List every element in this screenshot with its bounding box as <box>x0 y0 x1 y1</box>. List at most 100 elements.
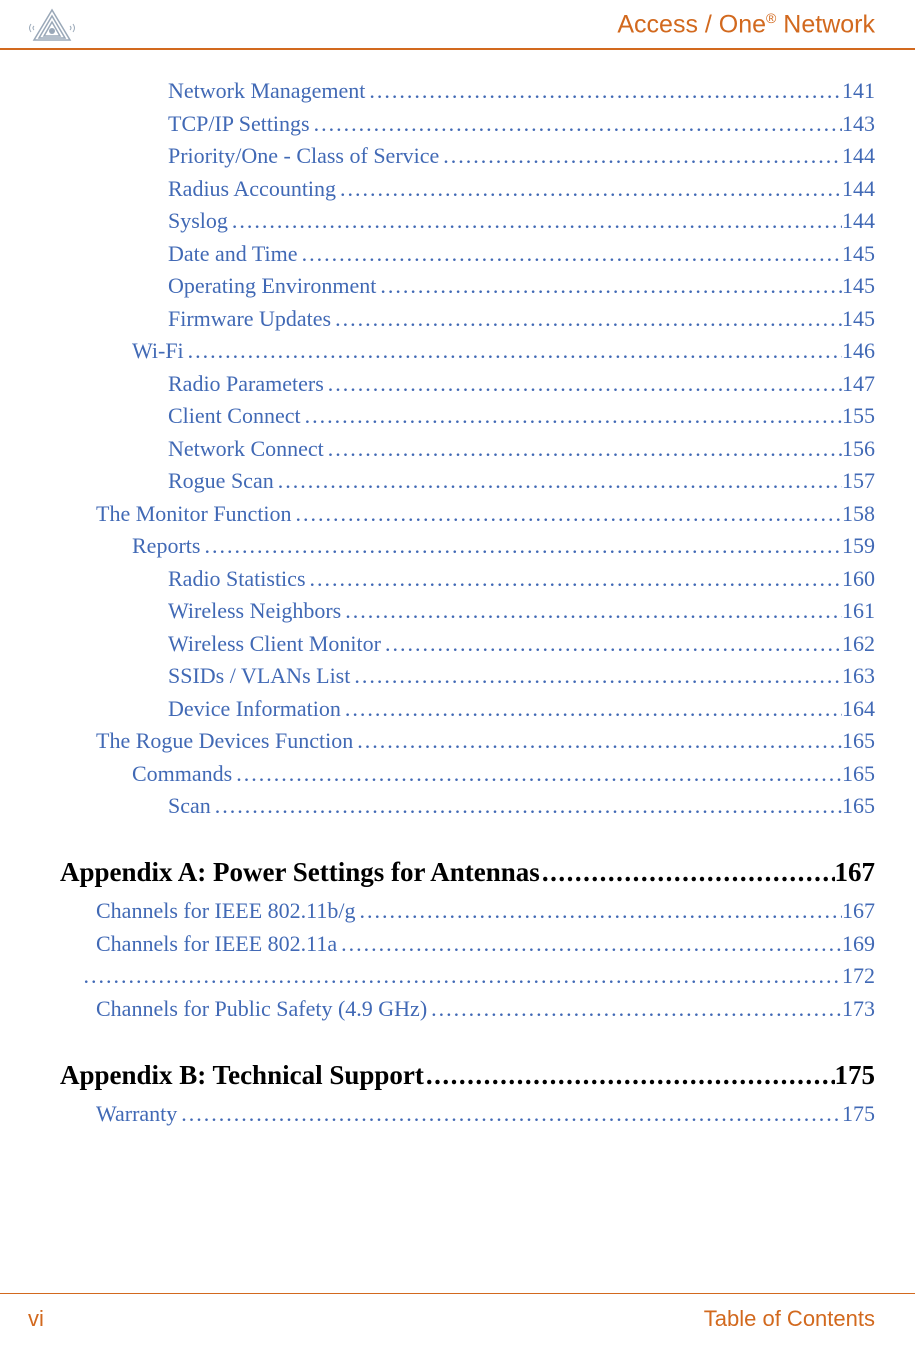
toc-entry[interactable]: Network Management 141 <box>60 78 875 104</box>
toc-entry-text: Firmware Updates <box>168 306 331 332</box>
leader-dots <box>306 566 843 592</box>
toc-entry-text: Device Information <box>168 696 341 722</box>
toc-entry-text: Channels for Public Safety (4.9 GHz) <box>96 996 427 1022</box>
toc-entry-page: 163 <box>842 663 875 689</box>
toc-entry[interactable]: Radius Accounting 144 <box>60 176 875 202</box>
leader-dots <box>298 241 842 267</box>
toc-entry-page: 156 <box>842 436 875 462</box>
toc-entry-page: 173 <box>842 996 875 1022</box>
toc-entry[interactable]: Network Connect 156 <box>60 436 875 462</box>
leader-dots <box>80 963 843 989</box>
toc-entry-text: The Rogue Devices Function <box>96 728 353 754</box>
toc-entry-page: 165 <box>842 793 875 819</box>
toc-entry-page: 155 <box>842 403 875 429</box>
toc-entry[interactable]: Channels for Public Safety (4.9 GHz) 173 <box>60 996 875 1022</box>
leader-dots <box>355 898 842 924</box>
toc-entry-text: The Monitor Function <box>96 501 292 527</box>
leader-dots <box>310 111 842 137</box>
toc-entry[interactable]: Syslog 144 <box>60 208 875 234</box>
toc-blank-page: 172 <box>842 963 875 989</box>
toc-entry[interactable]: Device Information 164 <box>60 696 875 722</box>
toc-entry-text: Priority/One - Class of Service <box>168 143 439 169</box>
toc-entry-text: Wireless Client Monitor <box>168 631 381 657</box>
footer-page-number: vi <box>28 1306 44 1332</box>
toc-entry[interactable]: SSIDs / VLANs List 163 <box>60 663 875 689</box>
toc-entry[interactable]: Wireless Neighbors 161 <box>60 598 875 624</box>
appendix-b-title: Appendix B: Technical Support <box>60 1060 424 1091</box>
toc-entry[interactable]: Channels for IEEE 802.11a 169 <box>60 931 875 957</box>
leader-dots <box>324 436 842 462</box>
toc-entry[interactable]: Radio Statistics 160 <box>60 566 875 592</box>
leader-dots <box>376 273 842 299</box>
toc-entry[interactable]: TCP/IP Settings 143 <box>60 111 875 137</box>
leader-dots <box>424 1060 835 1091</box>
toc-entry-page: 145 <box>842 273 875 299</box>
toc-entry-page: 145 <box>842 241 875 267</box>
toc-entry[interactable]: Wi-Fi 146 <box>60 338 875 364</box>
toc-entry-page: 161 <box>842 598 875 624</box>
toc-entry[interactable]: Wireless Client Monitor 162 <box>60 631 875 657</box>
toc-entry-text: Radio Parameters <box>168 371 324 397</box>
toc-entry-page: 164 <box>842 696 875 722</box>
toc-entry[interactable]: Operating Environment 145 <box>60 273 875 299</box>
leader-dots <box>336 176 842 202</box>
toc-entry-page: 175 <box>842 1101 875 1127</box>
toc-entry-text: Radius Accounting <box>168 176 336 202</box>
toc-entry-page: 143 <box>842 111 875 137</box>
leader-dots <box>211 793 842 819</box>
toc-entry-page: 165 <box>842 761 875 787</box>
appendix-b-heading[interactable]: Appendix B: Technical Support 175 <box>60 1060 875 1091</box>
toc-entry[interactable]: Scan 165 <box>60 793 875 819</box>
footer-section-title: Table of Contents <box>704 1306 875 1332</box>
toc-entry[interactable]: Commands 165 <box>60 761 875 787</box>
toc-entry-page: 147 <box>842 371 875 397</box>
toc-entry-text: Warranty <box>96 1101 177 1127</box>
toc-entry-text: Wireless Neighbors <box>168 598 341 624</box>
toc-entry-text: SSIDs / VLANs List <box>168 663 350 689</box>
toc-entry[interactable]: Firmware Updates 145 <box>60 306 875 332</box>
leader-dots <box>324 371 842 397</box>
header-title: Access / One® Network <box>617 10 875 39</box>
toc-entry-text: Scan <box>168 793 211 819</box>
toc-entry-text: Client Connect <box>168 403 301 429</box>
toc-entry-page: 144 <box>842 208 875 234</box>
header-title-suffix: Network <box>776 10 875 38</box>
leader-dots <box>274 468 842 494</box>
toc-entry[interactable]: Reports 159 <box>60 533 875 559</box>
toc-entry[interactable]: The Rogue Devices Function 165 <box>60 728 875 754</box>
toc-entry-text: Channels for IEEE 802.11a <box>96 931 337 957</box>
toc-entry[interactable]: Radio Parameters 147 <box>60 371 875 397</box>
toc-entry-page: 144 <box>842 176 875 202</box>
toc-entry[interactable]: Channels for IEEE 802.11b/g 167 <box>60 898 875 924</box>
toc-entry[interactable]: Rogue Scan 157 <box>60 468 875 494</box>
toc-entry-text: Network Connect <box>168 436 324 462</box>
toc-entry[interactable]: Warranty 175 <box>60 1101 875 1127</box>
toc-entry-page: 141 <box>842 78 875 104</box>
toc-entry-text: Wi-Fi <box>132 338 184 364</box>
page-footer: vi Table of Contents <box>0 1293 915 1332</box>
toc-entry[interactable]: Priority/One - Class of Service 144 <box>60 143 875 169</box>
leader-dots <box>331 306 842 332</box>
toc-entry-text: Rogue Scan <box>168 468 274 494</box>
toc-entry[interactable]: Client Connect 155 <box>60 403 875 429</box>
appendix-a-heading[interactable]: Appendix A: Power Settings for Antennas … <box>60 857 875 888</box>
toc-entry-text: Channels for IEEE 802.11b/g <box>96 898 355 924</box>
leader-dots <box>337 931 842 957</box>
toc-blank-entry[interactable]: 172 <box>60 963 875 989</box>
header-title-reg: ® <box>766 10 776 26</box>
leader-dots <box>200 533 842 559</box>
toc-entry-page: 144 <box>842 143 875 169</box>
toc-content: Network Management 141 TCP/IP Settings 14… <box>0 50 915 1127</box>
toc-entry[interactable]: The Monitor Function 158 <box>60 501 875 527</box>
toc-entry-page: 158 <box>842 501 875 527</box>
toc-entry-text: TCP/IP Settings <box>168 111 310 137</box>
leader-dots <box>439 143 842 169</box>
appendix-a-page: 167 <box>835 857 876 888</box>
toc-entry[interactable]: Date and Time 145 <box>60 241 875 267</box>
appendix-a-after-list: Channels for Public Safety (4.9 GHz) 173 <box>60 996 875 1022</box>
toc-entry-page: 162 <box>842 631 875 657</box>
leader-dots <box>341 696 842 722</box>
leader-dots <box>184 338 842 364</box>
toc-entry-text: Date and Time <box>168 241 298 267</box>
toc-entry-text: Radio Statistics <box>168 566 306 592</box>
